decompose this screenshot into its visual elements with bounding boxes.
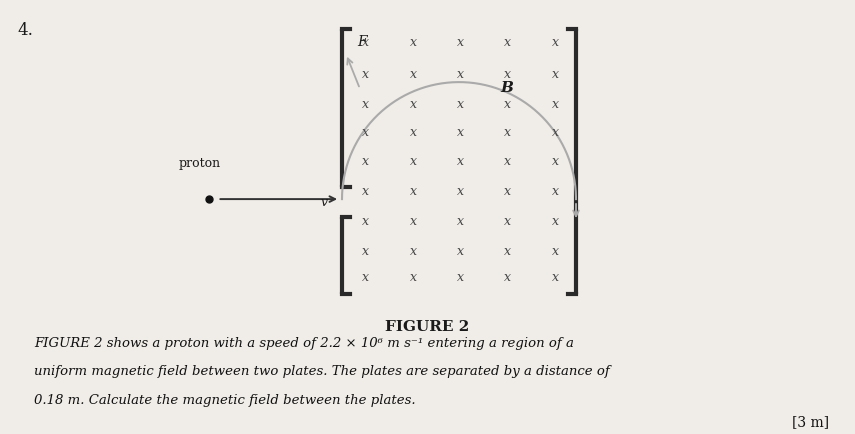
- Text: x: x: [362, 155, 369, 168]
- Text: x: x: [410, 67, 416, 80]
- Text: x: x: [410, 36, 416, 48]
- Text: x: x: [551, 155, 558, 168]
- Text: x: x: [410, 155, 416, 168]
- Text: x: x: [457, 185, 463, 198]
- Text: x: x: [457, 67, 463, 80]
- Text: x: x: [504, 271, 510, 284]
- Text: x: x: [551, 36, 558, 48]
- Text: FIGURE 2 shows a proton with a speed of 2.2 × 10⁶ m s⁻¹ entering a region of a: FIGURE 2 shows a proton with a speed of …: [34, 336, 574, 349]
- Text: 0.18 m. Calculate the magnetic field between the plates.: 0.18 m. Calculate the magnetic field bet…: [34, 393, 416, 406]
- Text: x: x: [551, 97, 558, 110]
- Text: F: F: [357, 35, 367, 49]
- Text: x: x: [504, 36, 510, 48]
- Text: x: x: [504, 126, 510, 139]
- Text: FIGURE 2: FIGURE 2: [386, 319, 469, 333]
- Text: x: x: [504, 245, 510, 258]
- Text: x: x: [457, 36, 463, 48]
- Text: x: x: [551, 185, 558, 198]
- Text: x: x: [551, 215, 558, 228]
- Text: x: x: [410, 245, 416, 258]
- Text: x: x: [457, 271, 463, 284]
- Text: x: x: [362, 185, 369, 198]
- Text: x: x: [362, 215, 369, 228]
- Text: uniform magnetic field between two plates. The plates are separated by a distanc: uniform magnetic field between two plate…: [34, 365, 610, 378]
- Text: x: x: [457, 97, 463, 110]
- Text: x: x: [362, 271, 369, 284]
- Text: x: x: [362, 245, 369, 258]
- Text: x: x: [362, 67, 369, 80]
- Text: x: x: [551, 271, 558, 284]
- Text: x: x: [410, 126, 416, 139]
- Text: x: x: [457, 245, 463, 258]
- Text: x: x: [362, 36, 369, 48]
- Text: x: x: [504, 67, 510, 80]
- Text: x: x: [504, 215, 510, 228]
- Text: x: x: [457, 215, 463, 228]
- Text: 4.: 4.: [17, 22, 33, 39]
- Text: [3 m]: [3 m]: [793, 414, 829, 428]
- Text: x: x: [410, 185, 416, 198]
- Text: x: x: [362, 126, 369, 139]
- Text: x: x: [457, 126, 463, 139]
- Text: x: x: [410, 215, 416, 228]
- Text: B: B: [500, 81, 513, 95]
- Text: x: x: [551, 126, 558, 139]
- Text: x: x: [504, 185, 510, 198]
- Text: x: x: [362, 97, 369, 110]
- Text: x: x: [410, 97, 416, 110]
- Text: x: x: [410, 271, 416, 284]
- Text: proton: proton: [179, 157, 221, 170]
- Text: x: x: [551, 67, 558, 80]
- Text: x: x: [504, 97, 510, 110]
- Text: x: x: [551, 245, 558, 258]
- Text: v: v: [321, 195, 328, 208]
- Text: x: x: [457, 155, 463, 168]
- Text: x: x: [504, 155, 510, 168]
